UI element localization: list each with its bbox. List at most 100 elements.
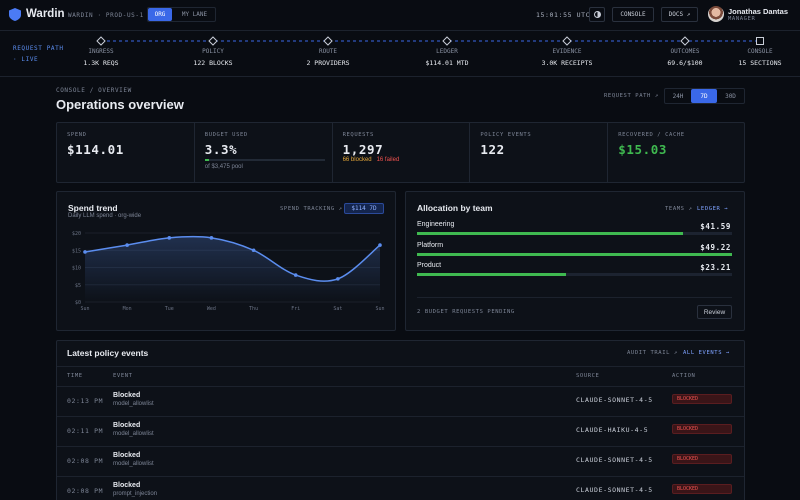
theme-button[interactable] [589,7,605,22]
stage-node [756,37,764,45]
stage-value: 1.3K REQS [83,59,118,67]
y-tick-label: $20 [72,231,81,237]
action-badge: BLOCKED [672,424,732,434]
point [251,248,256,253]
divider [0,30,800,31]
avatar[interactable] [708,6,724,22]
column-header: SOURCE [576,373,600,379]
x-tick-label: Wed [207,306,216,312]
kpi-label: BUDGET USED [204,132,248,138]
ledger-link[interactable]: LEDGER → [697,206,729,212]
stage-node [208,36,218,46]
kpi-label: REQUESTS [342,132,374,138]
pipeline-label: REQUEST PATH [13,45,64,52]
divider [57,476,744,477]
event-source: CLAUDE-SONNET-4-5 [576,486,653,494]
event-time: 02:08 PM [67,487,104,495]
y-tick-label: $5 [75,283,81,289]
y-tick-label: $0 [75,300,81,306]
range-toggle [664,88,745,104]
stage-name: POLICY [202,48,224,55]
area [85,236,380,302]
event-detail: prompt_injection [113,491,158,497]
all-events-link[interactable]: ALL EVENTS → [683,350,730,356]
card-subtitle: Daily LLM spend · org-wide [68,213,142,219]
kpi-label: POLICY EVENTS [480,132,532,138]
divider [57,366,744,367]
team-bar [417,273,566,276]
column-header: ACTION [672,373,696,379]
range-button[interactable]: 30D [725,92,736,100]
team-value: $23.21 [700,263,731,272]
request-path-link[interactable]: REQUEST PATH ↗ [604,93,659,99]
point [336,277,340,281]
stage-value: 3.0K RECEIPTS [542,59,593,67]
review-button[interactable]: Review [697,305,732,319]
point [378,243,382,247]
stage-name: EVIDENCE [553,48,582,55]
kpi-note: 16 failed [376,157,400,163]
range-button[interactable]: 7D [691,89,717,103]
scope-button[interactable]: ORG [148,8,172,21]
allocation-card [405,191,745,331]
event-source: CLAUDE-SONNET-4-5 [576,456,653,464]
team-track [417,273,732,276]
point [293,273,298,277]
kpi-divider [331,123,333,182]
audit-link[interactable]: AUDIT TRAIL ↗ [627,350,678,356]
event-source: CLAUDE-HAIKU-4-5 [576,426,649,434]
y-tick-label: $10 [72,266,81,272]
team-bar [417,252,732,256]
spend-link[interactable]: SPEND TRACKING ↗ [280,206,343,212]
kpi-note: 66 blocked [342,157,372,163]
action-badge: BLOCKED [672,484,732,494]
divider [57,386,744,387]
docs-button[interactable]: DOCS ↗ [661,7,698,22]
divider [57,416,744,417]
event-time: 02:11 PM [67,427,104,435]
kpi-label: SPEND [67,132,87,138]
stage-name: OUTCOMES [671,48,700,55]
stage-node [96,36,106,46]
divider [417,297,732,298]
event-name: Blocked [113,392,141,399]
console-button[interactable]: CONSOLE [612,7,654,22]
card-title: Allocation by team [417,203,493,213]
x-tick-label: Sun [80,306,89,312]
page-title: Operations overview [56,97,184,112]
event-name: Blocked [113,452,141,459]
action-badge: BLOCKED [672,454,732,464]
range-button[interactable]: 24H [672,92,684,100]
event-name: Blocked [113,482,141,489]
theme-icon [593,11,601,18]
y-tick-label: $15 [72,248,81,254]
kpi-divider [607,123,609,182]
stage-name: ROUTE [319,48,337,55]
breadcrumb: WARDIN · PROD-US-1 [68,12,144,19]
scope-toggle [147,7,216,22]
stage-value: 69.6/$100 [667,59,702,67]
clock: 15:01:55 UTC [536,11,591,19]
progress-track [204,159,325,161]
user-name: Jonathas Dantas [728,7,789,16]
x-tick-label: Sat [333,306,342,312]
event-detail: model_allowlist [113,401,154,407]
event-name: Blocked [113,422,141,429]
pipeline-status: · LIVE [13,56,39,63]
point [83,250,87,254]
x-tick-label: Tue [165,306,174,312]
scope-button[interactable]: MY LANE [181,11,208,18]
stage-name: CONSOLE [747,48,773,55]
line [84,235,381,282]
x-tick-label: Thu [249,306,258,312]
team-name: Engineering [417,221,455,228]
event-time: 02:13 PM [67,397,104,405]
spend-chart: $0 $5 $10 $15 $20 Sun Mon Tue Wed Thu Fri Sat Sun [72,231,385,312]
stage-value: 15 SECTIONS [738,59,781,67]
stage-node [442,36,452,46]
card-title: Latest policy events [67,348,149,358]
x-tick-label: Fri [291,306,300,312]
stage-value: $114.01 MTD [425,59,468,67]
point [209,236,214,240]
teams-link[interactable]: TEAMS ↗ [665,206,693,212]
